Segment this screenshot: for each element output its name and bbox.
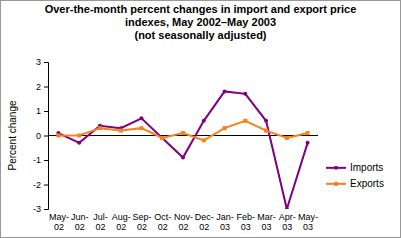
x-tick: Apr-03 — [279, 209, 296, 232]
y-tick-label: 0 — [36, 131, 41, 141]
legend-label: Imports — [350, 162, 383, 173]
y-tick-mark — [44, 111, 48, 112]
x-tick-label: Oct-02 — [154, 212, 171, 232]
y-tick-mark — [44, 160, 48, 161]
subtitle: (not seasonally adjusted) — [134, 29, 266, 41]
y-tick: -1 — [33, 155, 48, 165]
x-tick-label: Jun-02 — [71, 212, 89, 232]
series-marker — [264, 129, 268, 133]
legend-line — [326, 183, 346, 185]
y-tick-label: -3 — [33, 204, 41, 214]
y-tick-label: 3 — [36, 57, 41, 67]
series-marker — [223, 89, 227, 93]
x-tick-label: Dec-02 — [195, 212, 214, 232]
x-tick-label: Nov-02 — [174, 212, 193, 232]
series-marker — [202, 119, 206, 123]
series-marker — [223, 126, 227, 130]
y-tick-mark — [44, 87, 48, 88]
x-axis: May-02Jun-02 Jul-02 Aug-02Sep-02Oct-02Nov-… — [49, 209, 319, 232]
series-marker — [77, 141, 81, 145]
y-tick: 3 — [36, 57, 48, 67]
series-marker — [306, 141, 310, 145]
x-tick: Nov-02 — [174, 209, 193, 232]
x-tick-label: May-02 — [49, 212, 69, 232]
series-marker — [77, 134, 81, 138]
x-tick-label: Feb-03 — [237, 212, 256, 232]
x-tick: Sep-02 — [132, 209, 151, 232]
plot-area — [56, 89, 309, 209]
x-tick-label: Mar-03 — [257, 212, 276, 232]
series-line — [58, 91, 307, 209]
y-tick-label: 1 — [36, 106, 41, 116]
x-tick-label: May-03 — [298, 212, 318, 232]
series-marker — [243, 119, 247, 123]
y-tick-mark — [44, 136, 48, 137]
series-marker — [285, 136, 289, 140]
y-axis: -3 -2 -1 0 1 2 3 — [33, 57, 49, 214]
x-tick-label: Jan-03 — [216, 212, 234, 232]
series-marker — [202, 138, 206, 142]
x-tick-label: Aug-02 — [112, 212, 131, 232]
series-marker — [285, 207, 289, 209]
x-tick: Feb-03 — [237, 209, 256, 232]
y-tick: -3 — [33, 204, 48, 214]
chart-border — [1, 1, 401, 238]
y-tick-label: -1 — [33, 155, 41, 165]
y-tick-label: -2 — [33, 180, 41, 190]
x-tick-label: Apr-03 — [279, 212, 296, 232]
series-marker — [181, 131, 185, 135]
y-axis-line — [44, 63, 49, 210]
series-marker — [306, 131, 310, 135]
y-tick-label: 2 — [36, 82, 41, 92]
series-marker — [56, 134, 60, 138]
series-marker — [119, 129, 123, 133]
x-tick: Dec-02 — [195, 209, 214, 232]
y-tick: 0 — [36, 131, 48, 141]
x-tick: Aug-02 — [112, 209, 131, 232]
legend-marker — [334, 182, 338, 186]
y-tick-mark — [44, 209, 48, 210]
series-marker — [139, 126, 143, 130]
x-tick: May-03 — [298, 209, 318, 232]
x-tick: May-02 — [49, 209, 69, 232]
series-marker — [160, 136, 164, 140]
series-marker — [181, 156, 185, 160]
x-tick: Jun-02 — [71, 209, 89, 232]
x-axis-line — [49, 209, 319, 210]
y-tick: -2 — [33, 180, 48, 190]
series-marker — [139, 116, 143, 120]
legend-marker — [334, 166, 338, 170]
series-marker — [160, 136, 164, 140]
series-marker — [264, 119, 268, 123]
legend: Imports Exports — [326, 162, 384, 189]
chart: Over-the-month percent changes in import… — [0, 0, 401, 238]
legend-label: Exports — [350, 178, 384, 189]
x-tick-label: Jul-02 — [93, 212, 108, 232]
legend-line — [326, 167, 346, 169]
y-tick: 2 — [36, 82, 48, 92]
x-tick: Jan-03 — [216, 209, 234, 232]
y-tick: 1 — [36, 106, 48, 116]
y-tick-mark — [44, 185, 48, 186]
series-marker — [98, 126, 102, 130]
series-marker — [243, 92, 247, 96]
x-tick: Jul-02 — [93, 209, 108, 232]
y-axis-title: Percent change — [7, 100, 18, 170]
y-tick-mark — [44, 62, 48, 63]
title: Over-the-month percent changes in import… — [45, 3, 357, 28]
x-tick: Oct-02 — [154, 209, 171, 232]
x-tick-label: Sep-02 — [132, 212, 151, 232]
series-line — [58, 121, 307, 141]
x-tick: Mar-03 — [257, 209, 276, 232]
